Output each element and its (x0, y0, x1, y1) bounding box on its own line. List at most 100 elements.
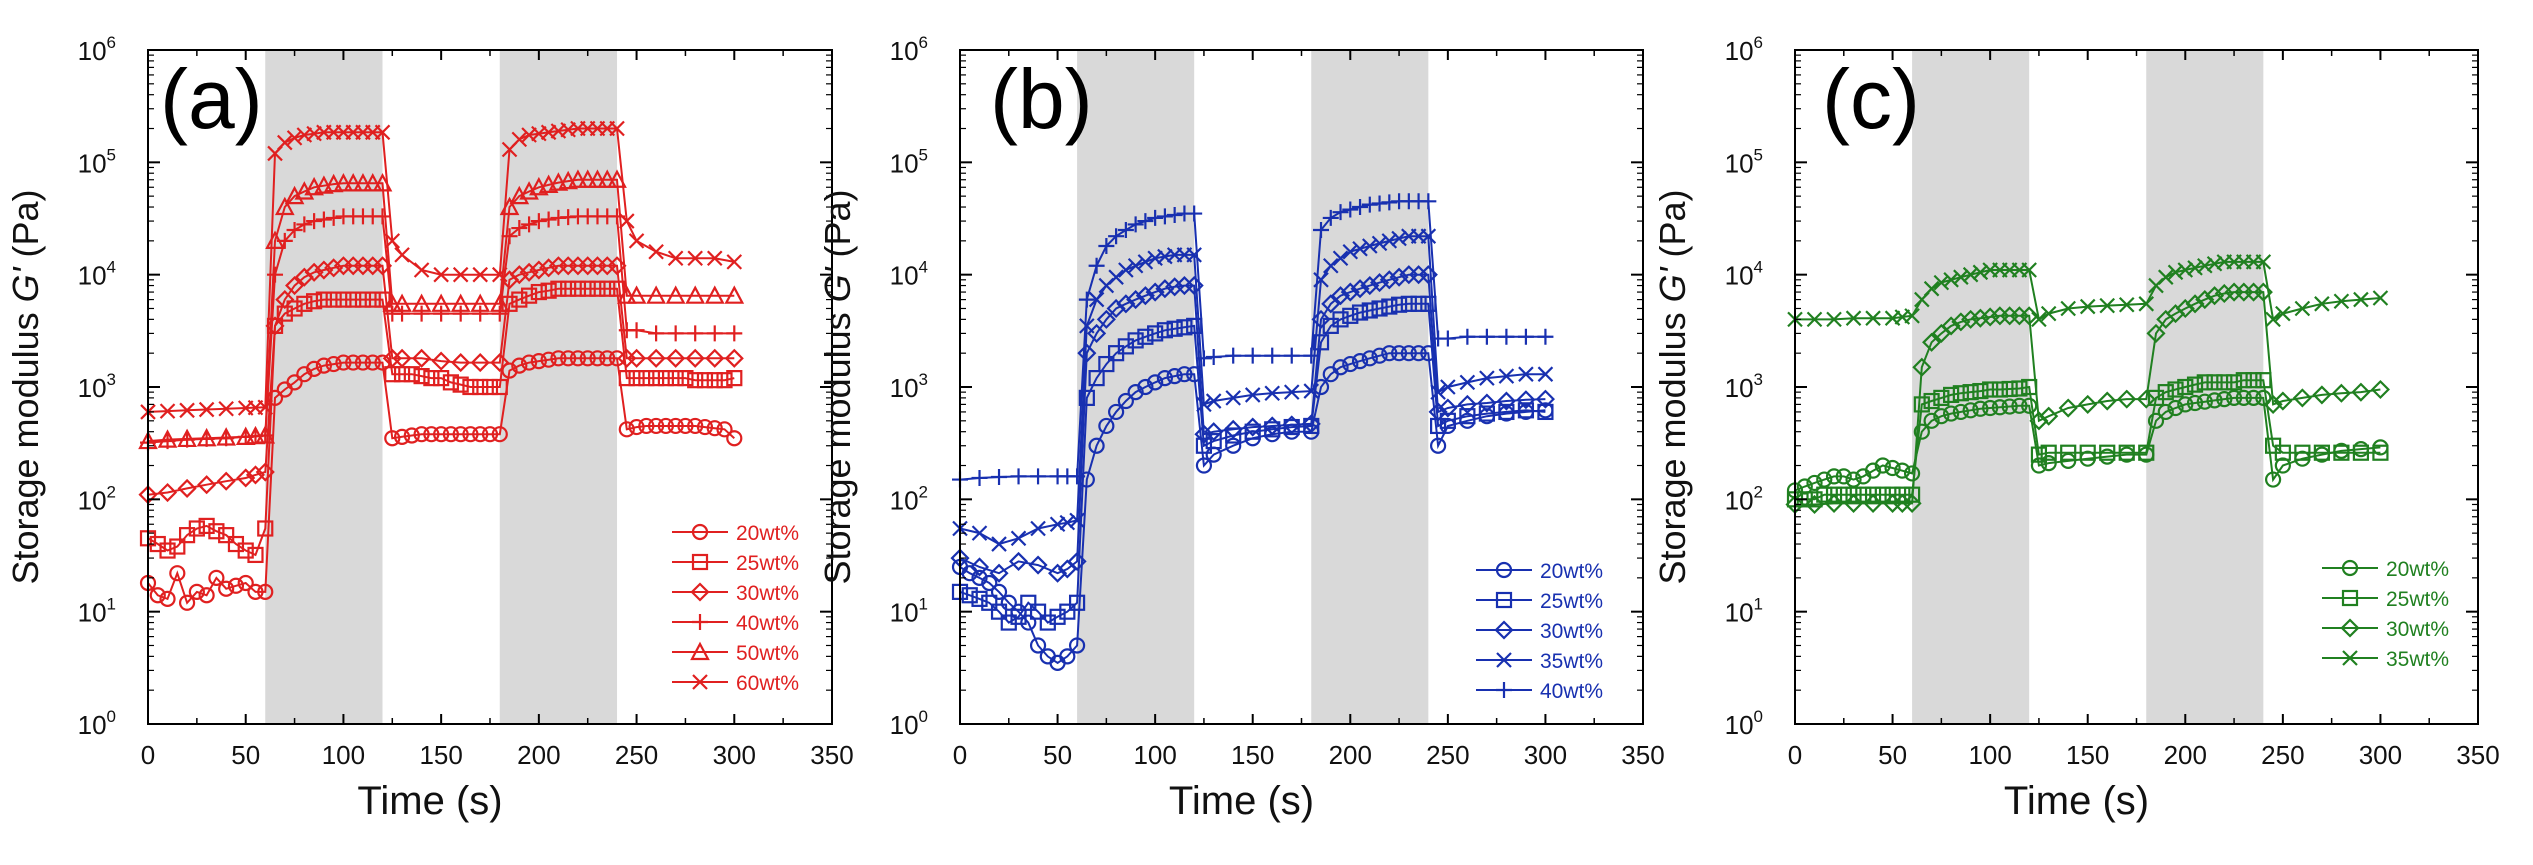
x-tick-label: 50 (1878, 740, 1907, 770)
data-point-0-34 (472, 426, 489, 443)
y-tick-base: 10 (78, 710, 107, 740)
y-tick-exponent: 5 (107, 145, 116, 164)
data-point-3-7 (1904, 308, 1920, 324)
data-point-1-15 (1098, 355, 1115, 373)
data-point-3-41 (1459, 374, 1476, 391)
data-point-2-14 (324, 258, 344, 278)
series-line-2 (1795, 291, 2381, 506)
data-point-1-20 (1147, 325, 1164, 342)
data-point-1-9 (1039, 614, 1056, 631)
data-point-2-2 (1824, 493, 1844, 513)
y-tick-label: 101 (1725, 595, 1763, 628)
data-point-1-29 (1264, 421, 1281, 438)
data-point-3-9 (1923, 280, 1940, 297)
x-tick-label: 100 (1968, 740, 2011, 770)
data-point-1-37 (501, 295, 518, 312)
data-point-2-7 (255, 462, 275, 482)
data-point-1-22 (2001, 380, 2018, 398)
y-tick-base: 10 (1725, 148, 1754, 178)
data-point-4-39 (616, 285, 637, 304)
data-point-0-44 (569, 350, 587, 367)
x-tick-label: 150 (2066, 740, 2109, 770)
data-point-2-33 (1370, 273, 1390, 293)
data-point-0-11 (1894, 462, 1911, 479)
data-point-0-28 (413, 426, 430, 443)
data-point-1-36 (2186, 376, 2204, 393)
series-20wt% (1786, 389, 2389, 499)
data-point-1-21 (1991, 381, 2009, 398)
data-point-1-34 (472, 378, 489, 396)
chart-panel-1: 0 50 100 150 200 250 300 3501001011021031041051… (817, 33, 1665, 823)
data-point-0-59 (716, 421, 733, 438)
data-point-1-8 (1864, 486, 1882, 503)
data-point-1-42 (550, 280, 567, 297)
y-axis-label-variable: G' (817, 266, 858, 302)
data-point-1-9 (1874, 486, 1891, 503)
data-point-2-40 (627, 348, 647, 368)
data-point-0-14 (1088, 437, 1105, 454)
data-point-1-33 (462, 378, 479, 396)
data-point-4-41 (646, 285, 666, 304)
data-point-0-8 (1029, 637, 1047, 654)
data-point-0-23 (364, 354, 381, 371)
data-point-4-43 (685, 285, 706, 304)
data-point-3-31 (540, 211, 557, 228)
data-point-0-45 (579, 350, 596, 367)
series-25wt% (139, 280, 743, 564)
data-point-2-31 (539, 258, 559, 278)
data-point-4-2 (991, 469, 1008, 486)
data-point-1-41 (2235, 372, 2252, 389)
data-point-4-43 (1498, 328, 1515, 345)
data-point-4-1 (971, 469, 988, 486)
data-point-4-22 (411, 293, 432, 312)
data-point-2-44 (705, 348, 725, 368)
data-point-0-43 (560, 350, 577, 367)
data-point-0-39 (2216, 391, 2233, 408)
y-tick-base: 10 (1725, 598, 1754, 628)
data-point-2-2 (177, 478, 197, 499)
data-point-4-17 (1166, 206, 1183, 223)
legend: 20wt% 25wt% 30wt% 35wt% (2322, 558, 2449, 671)
data-point-4-24 (1264, 347, 1281, 364)
data-point-3-43 (2333, 293, 2350, 310)
data-point-2-11 (1941, 316, 1961, 336)
data-point-2-1 (157, 482, 178, 503)
data-point-3-14 (1137, 254, 1154, 270)
data-point-3-6 (1059, 514, 1076, 531)
data-point-2-26 (490, 353, 510, 373)
data-point-3-13 (1962, 266, 1979, 283)
data-point-2-44 (2351, 382, 2371, 402)
data-point-5-10 (286, 130, 303, 146)
data-point-1-30 (2118, 444, 2135, 461)
data-point-3-3 (1845, 310, 1862, 326)
data-point-1-34 (1332, 311, 1349, 328)
x-axis-label: Time (s) (1169, 779, 1314, 823)
y-tick-label: 101 (78, 595, 116, 628)
data-point-2-30 (1340, 282, 1360, 302)
data-point-1-2 (971, 590, 988, 607)
data-point-1-3 (981, 594, 998, 611)
data-point-0-34 (1332, 359, 1349, 376)
y-tick-base: 10 (1725, 710, 1754, 740)
data-point-1-32 (452, 376, 469, 393)
data-point-3-4 (1865, 310, 1881, 326)
data-point-1-49 (618, 370, 635, 387)
data-point-2-17 (1165, 277, 1185, 297)
x-axis-label: Time (s) (2004, 779, 2149, 823)
data-point-4-25 (470, 293, 491, 312)
data-point-4-1 (157, 429, 178, 448)
data-point-2-1 (1804, 494, 1825, 515)
data-point-1-31 (442, 374, 460, 391)
data-point-1-17 (306, 293, 323, 310)
data-point-1-14 (1088, 370, 1105, 387)
data-point-2-38 (607, 256, 627, 276)
data-point-3-41 (648, 325, 665, 342)
x-tick-label: 200 (517, 740, 560, 770)
series-35wt% (1787, 254, 2389, 328)
data-point-3-45 (1537, 366, 1554, 382)
data-point-0-5 (1000, 594, 1017, 611)
data-point-3-33 (1371, 235, 1388, 252)
data-point-2-40 (2273, 391, 2293, 411)
data-point-0-18 (1127, 384, 1144, 401)
data-point-4-6 (245, 425, 266, 445)
